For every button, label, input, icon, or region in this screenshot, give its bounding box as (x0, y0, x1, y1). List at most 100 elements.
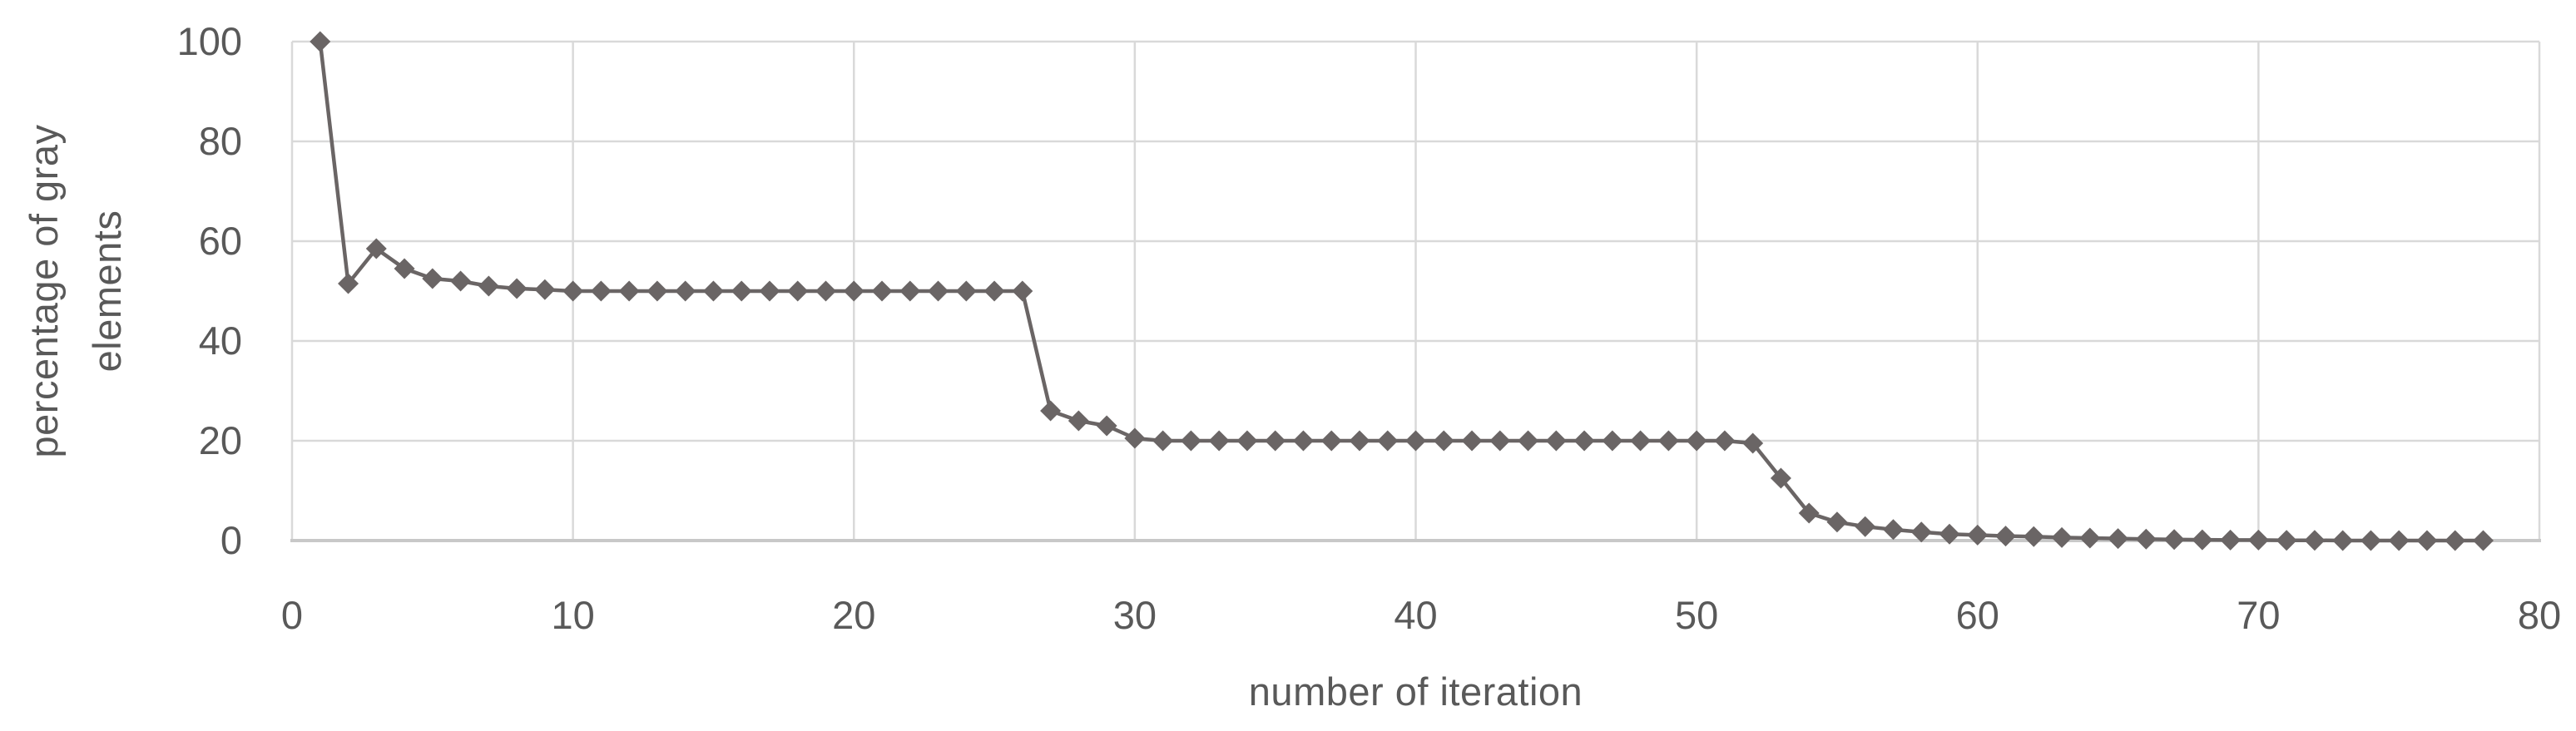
data-point-marker (1012, 280, 1033, 302)
data-point-marker (2023, 526, 2044, 547)
data-point-marker (1292, 430, 1314, 452)
data-point-marker (1265, 430, 1286, 452)
data-point-marker (702, 280, 724, 302)
data-point-marker (1573, 430, 1595, 452)
data-point-marker (1180, 430, 1201, 452)
data-point-marker (1545, 430, 1567, 452)
data-point-marker (2163, 529, 2185, 551)
data-point-marker (787, 280, 809, 302)
data-point-marker (646, 280, 668, 302)
data-point-marker (534, 279, 556, 300)
y-axis-title: percentage of gray elements (12, 125, 139, 458)
data-point-marker (1040, 400, 1062, 422)
data-point-marker (2276, 530, 2297, 551)
x-tick-label-50: 50 (1675, 593, 1718, 637)
data-point-marker (843, 280, 864, 302)
data-point-marker (1995, 526, 2017, 547)
data-point-marker (928, 280, 949, 302)
y-tick-label-100: 100 (177, 19, 242, 63)
y-tick-label-80: 80 (199, 119, 242, 163)
data-point-marker (983, 280, 1005, 302)
data-point-marker (1657, 430, 1679, 452)
data-point-marker (1770, 467, 1791, 489)
data-point-marker (871, 280, 893, 302)
x-tick-label-10: 10 (551, 593, 594, 637)
data-point-marker (590, 280, 612, 302)
data-point-marker (1208, 430, 1230, 452)
data-point-marker (2360, 530, 2381, 551)
y-tick-label-60: 60 (199, 219, 242, 263)
data-point-marker (1236, 430, 1258, 452)
data-point-marker (310, 31, 331, 52)
data-point-marker (1377, 430, 1399, 452)
data-point-marker (2051, 526, 2073, 548)
data-point-marker (2332, 530, 2354, 551)
data-point-marker (815, 280, 836, 302)
data-point-marker (1882, 519, 1904, 541)
data-point-marker (2472, 530, 2494, 551)
data-point-marker (1124, 427, 1146, 449)
data-point-marker (422, 268, 443, 289)
data-point-marker (955, 280, 977, 302)
data-point-marker (1320, 430, 1342, 452)
x-tick-label-0: 0 (281, 593, 303, 637)
x-tick-label-60: 60 (1956, 593, 1999, 637)
data-point-marker (675, 280, 696, 302)
data-point-marker (1518, 430, 1539, 452)
data-point-marker (2304, 530, 2326, 551)
data-point-marker (1068, 410, 1089, 432)
data-point-marker (1686, 430, 1707, 452)
data-point-marker (1152, 430, 1174, 452)
data-point-marker (1742, 432, 1764, 454)
x-tick-label-80: 80 (2518, 593, 2561, 637)
data-point-marker (2135, 528, 2157, 550)
x-axis-title: number of iteration (1248, 669, 1583, 714)
data-point-marker (1489, 430, 1511, 452)
data-point-marker (562, 280, 584, 302)
data-point-marker (1349, 430, 1370, 452)
data-point-marker (731, 280, 752, 302)
data-point-marker (1461, 430, 1483, 452)
data-point-marker (1967, 524, 1989, 546)
data-point-marker (1096, 415, 1117, 437)
data-point-marker (365, 238, 387, 259)
x-tick-label-20: 20 (832, 593, 875, 637)
data-point-marker (899, 280, 921, 302)
data-point-marker (2192, 529, 2213, 551)
series-line (318, 41, 2484, 543)
y-axis-title-line2: elements (85, 210, 129, 373)
data-point-marker (1405, 430, 1426, 452)
data-point-marker (1939, 523, 1960, 545)
data-point-marker (2108, 528, 2129, 550)
data-point-marker (1602, 430, 1623, 452)
data-point-marker (478, 275, 499, 297)
data-point-marker (2445, 530, 2466, 551)
data-point-marker (1630, 430, 1652, 452)
data-point-marker (1433, 430, 1454, 452)
x-tick-label-70: 70 (2237, 593, 2280, 637)
x-tick-label-30: 30 (1113, 593, 1157, 637)
data-point-marker (618, 280, 640, 302)
data-point-marker (2220, 529, 2242, 551)
data-point-marker (2247, 529, 2269, 551)
y-axis-title-line1: percentage of gray (21, 124, 66, 458)
data-point-marker (394, 258, 415, 279)
data-point-marker (1826, 511, 1848, 533)
data-point-marker (759, 280, 780, 302)
data-point-marker (2079, 527, 2101, 549)
data-point-marker (1714, 430, 1736, 452)
data-point-marker (1855, 516, 1876, 537)
data-point-marker (1910, 521, 1932, 543)
data-point-marker (1798, 502, 1820, 524)
data-point-marker (450, 270, 472, 292)
y-tick-label-20: 20 (199, 418, 242, 462)
x-tick-label-40: 40 (1394, 593, 1437, 637)
y-tick-label-0: 0 (220, 518, 242, 562)
data-point-marker (2416, 530, 2438, 551)
y-tick-label-40: 40 (199, 319, 242, 363)
data-point-marker (338, 273, 359, 294)
data-point-marker (506, 278, 528, 299)
data-point-marker (2388, 530, 2410, 551)
